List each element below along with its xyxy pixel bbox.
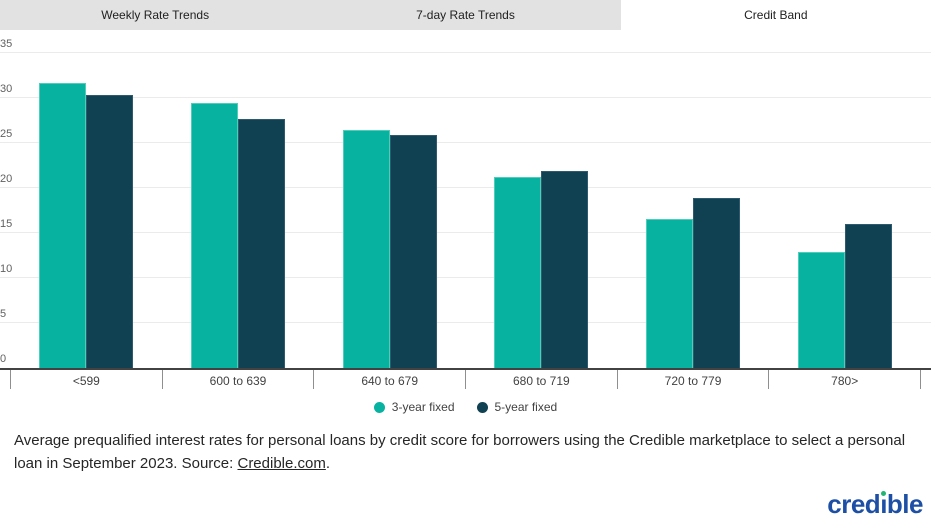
legend-label: 5-year fixed [494, 400, 558, 414]
credible-logo: credı ble [827, 489, 924, 519]
bar-group [617, 30, 769, 368]
gridline [0, 277, 931, 278]
logo-i: ı [880, 491, 887, 517]
gridline [0, 52, 931, 53]
bar-3-year-fixed[interactable] [494, 177, 542, 368]
x-axis-category-label: 780> [768, 370, 922, 389]
bar-5-year-fixed[interactable] [845, 224, 893, 368]
logo-i-dot-icon [881, 491, 887, 496]
bar-3-year-fixed[interactable] [646, 219, 694, 368]
x-axis-line [0, 368, 931, 370]
bar-3-year-fixed[interactable] [190, 103, 238, 368]
legend-dot-3-year-fixed-icon [373, 401, 385, 413]
logo-row: credı ble [827, 489, 924, 519]
gridline [0, 232, 931, 233]
gridline [0, 97, 931, 98]
y-axis-tick-label: 25 [0, 128, 13, 140]
gridline [0, 322, 931, 323]
y-axis-tick-label: 5 [0, 308, 7, 320]
logo-dotless-i: ı [880, 489, 887, 519]
logo-text: cred [827, 489, 881, 519]
bar-5-year-fixed[interactable] [237, 119, 285, 368]
x-axis-category-label: <599 [10, 370, 162, 389]
caption-text: Average prequalified interest rates for … [14, 432, 906, 472]
bar-3-year-fixed[interactable] [342, 130, 390, 368]
bar-group [314, 30, 466, 368]
bar-5-year-fixed[interactable] [693, 198, 741, 368]
x-axis-category-label: 600 to 639 [161, 370, 314, 389]
legend-dot-5-year-fixed-icon [476, 401, 488, 413]
x-axis-labels-row: <599 600 to 639 640 to 679 680 to 719 720 to… [10, 370, 922, 389]
y-axis-tick-label: 15 [0, 218, 13, 230]
chart-legend: 3-year fixed 5-year fixed [0, 398, 931, 416]
bar-group [465, 30, 617, 368]
caption-source-link[interactable]: Credible.com [237, 455, 326, 472]
x-axis-category-label: 640 to 679 [313, 370, 465, 389]
bar-3-year-fixed[interactable] [798, 252, 846, 368]
tab-7-day-rate-trends[interactable]: 7-day Rate Trends [416, 8, 515, 22]
y-axis-tick-label: 0 [0, 353, 7, 365]
y-axis-tick-label: 20 [0, 173, 13, 185]
bar-group [769, 30, 921, 368]
y-axis-tick-label: 30 [0, 83, 13, 95]
y-axis-tick-label: 10 [0, 263, 13, 275]
legend-label: 3-year fixed [391, 400, 455, 414]
legend-item-3-year-fixed: 3-year fixed [373, 400, 455, 414]
bar-5-year-fixed[interactable] [389, 135, 437, 368]
tab-weekly-rate-trends[interactable]: Weekly Rate Trends [101, 8, 210, 22]
bar-5-year-fixed[interactable] [85, 95, 133, 368]
bar-3-year-fixed[interactable] [38, 83, 86, 368]
bar-chart-plot-area: 0 5 10 15 20 25 30 35 [0, 30, 931, 368]
gridline [0, 187, 931, 188]
bar-group [10, 30, 162, 368]
x-axis-category-label: 720 to 779 [616, 370, 769, 389]
bar-5-year-fixed[interactable] [541, 171, 589, 368]
gridline [0, 142, 931, 143]
tab-bar: Weekly Rate Trends 7-day Rate Trends Cre… [0, 0, 931, 30]
legend-item-5-year-fixed: 5-year fixed [476, 400, 558, 414]
bar-group [162, 30, 314, 368]
y-axis-tick-label: 35 [0, 38, 13, 50]
caption-suffix: . [325, 455, 331, 472]
chart-caption: Average prequalified interest rates for … [14, 429, 917, 475]
logo-text: ble [886, 489, 924, 519]
x-axis-category-label: 680 to 719 [465, 370, 617, 389]
tab-credit-band[interactable]: Credit Band [620, 0, 931, 30]
bar-groups-row [10, 30, 921, 368]
